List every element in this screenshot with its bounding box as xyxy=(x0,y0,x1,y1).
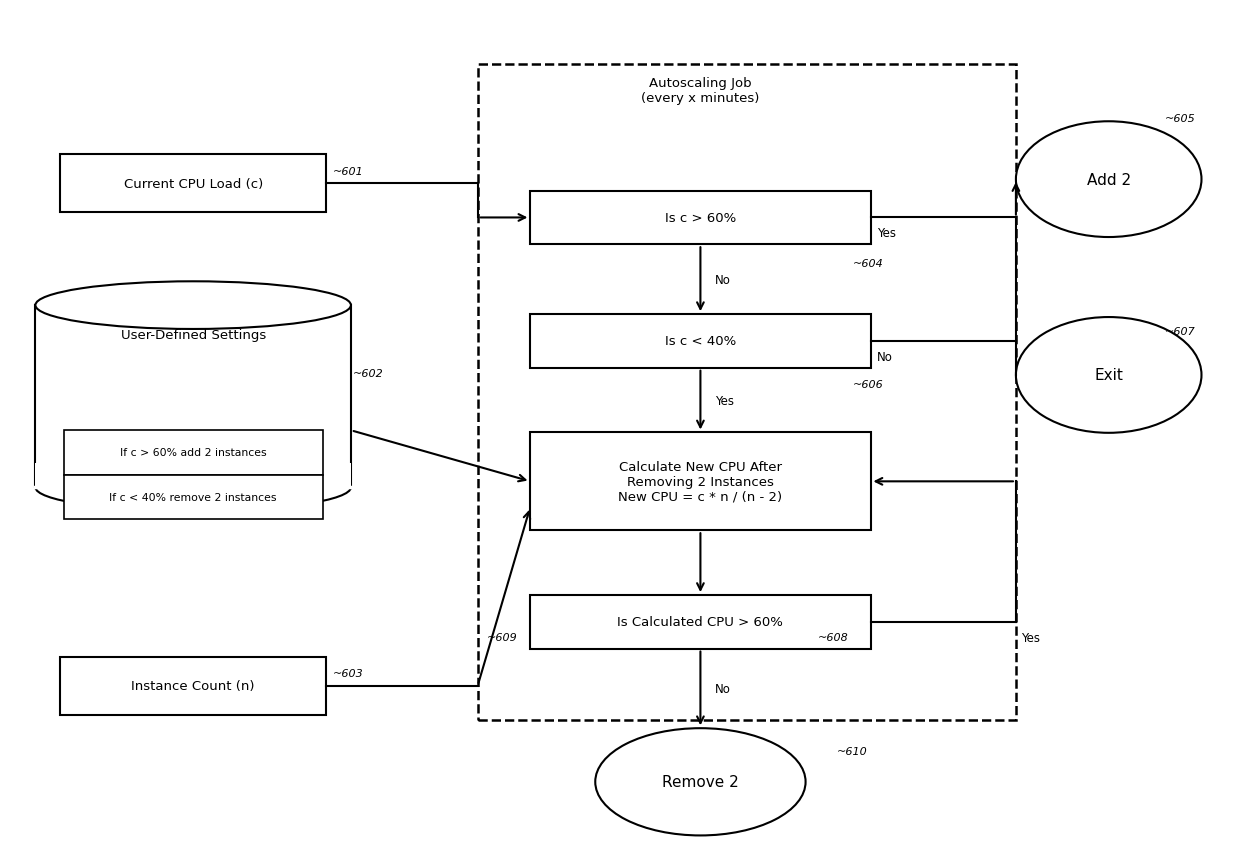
Text: If c > 60% add 2 instances: If c > 60% add 2 instances xyxy=(120,448,267,458)
Bar xyxy=(477,65,1016,720)
Text: No: No xyxy=(715,273,732,287)
Text: User-Defined Settings: User-Defined Settings xyxy=(120,329,265,342)
Text: ~602: ~602 xyxy=(352,368,383,379)
Text: If c < 40% remove 2 instances: If c < 40% remove 2 instances xyxy=(109,492,277,502)
Text: Autoscaling Job
(every x minutes): Autoscaling Job (every x minutes) xyxy=(641,77,760,105)
Bar xyxy=(531,191,870,245)
Text: ~601: ~601 xyxy=(334,166,363,177)
Text: ~606: ~606 xyxy=(853,380,883,390)
Text: Yes: Yes xyxy=(715,394,734,407)
Text: ~608: ~608 xyxy=(818,632,848,642)
Ellipse shape xyxy=(1016,122,1202,238)
Text: Yes: Yes xyxy=(1021,631,1040,644)
Text: Add 2: Add 2 xyxy=(1086,172,1131,188)
Bar xyxy=(531,432,870,531)
Text: Remove 2: Remove 2 xyxy=(662,775,739,789)
Ellipse shape xyxy=(36,464,351,512)
Bar xyxy=(61,155,326,213)
Text: Calculate New CPU After
Removing 2 Instances
New CPU = c * n / (n - 2): Calculate New CPU After Removing 2 Insta… xyxy=(619,461,782,503)
Text: Is c > 60%: Is c > 60% xyxy=(665,212,737,224)
Text: No: No xyxy=(715,682,732,695)
Text: ~603: ~603 xyxy=(334,668,363,678)
Text: Exit: Exit xyxy=(1094,368,1123,383)
Bar xyxy=(531,315,870,368)
Bar xyxy=(531,595,870,649)
Text: Instance Count (n): Instance Count (n) xyxy=(131,679,255,693)
Text: ~607: ~607 xyxy=(1164,327,1195,336)
Text: ~610: ~610 xyxy=(837,746,867,757)
Ellipse shape xyxy=(595,728,806,835)
Bar xyxy=(63,431,322,475)
Ellipse shape xyxy=(36,282,351,329)
Bar xyxy=(63,475,322,519)
Text: Yes: Yes xyxy=(877,227,895,240)
Text: ~609: ~609 xyxy=(486,632,517,642)
Text: No: No xyxy=(877,351,893,363)
Text: Current CPU Load (c): Current CPU Load (c) xyxy=(124,177,263,191)
Text: ~605: ~605 xyxy=(1164,113,1195,124)
Bar xyxy=(61,657,326,715)
Text: Is c < 40%: Is c < 40% xyxy=(665,335,737,348)
Text: Is Calculated CPU > 60%: Is Calculated CPU > 60% xyxy=(618,616,784,629)
Text: ~604: ~604 xyxy=(853,258,883,268)
Bar xyxy=(36,305,351,488)
Ellipse shape xyxy=(1016,317,1202,433)
Bar xyxy=(36,464,351,488)
